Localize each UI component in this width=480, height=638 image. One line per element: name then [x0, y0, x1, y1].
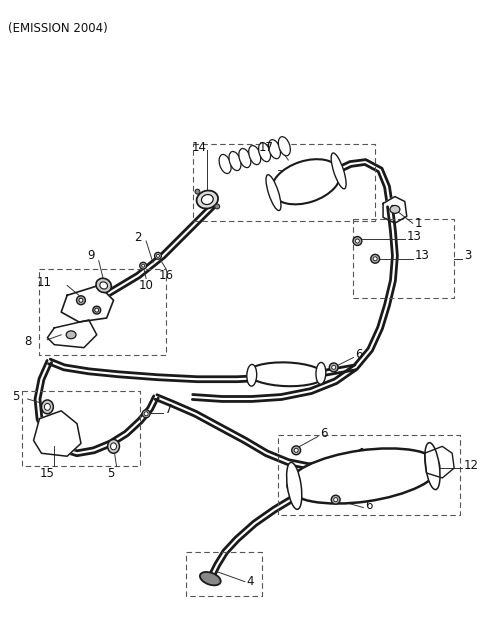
Polygon shape [424, 447, 454, 478]
Text: 13: 13 [407, 230, 421, 242]
Text: 15: 15 [40, 466, 55, 480]
Ellipse shape [108, 440, 120, 453]
Ellipse shape [287, 463, 302, 509]
Text: 1: 1 [415, 217, 422, 230]
Ellipse shape [355, 239, 360, 243]
Polygon shape [34, 411, 81, 456]
Ellipse shape [45, 403, 50, 410]
Text: 8: 8 [24, 335, 32, 348]
Ellipse shape [373, 257, 377, 261]
Ellipse shape [334, 498, 337, 501]
Ellipse shape [66, 331, 76, 339]
Polygon shape [48, 320, 97, 348]
Ellipse shape [142, 410, 150, 418]
Text: 4: 4 [247, 575, 254, 588]
Ellipse shape [353, 237, 362, 246]
Ellipse shape [239, 149, 251, 168]
Ellipse shape [76, 296, 85, 305]
Text: 9: 9 [87, 249, 95, 262]
Ellipse shape [144, 412, 148, 416]
Ellipse shape [93, 306, 101, 314]
Ellipse shape [200, 572, 221, 585]
Text: 2: 2 [134, 230, 142, 244]
Text: 12: 12 [464, 459, 479, 471]
Text: 6: 6 [365, 499, 373, 512]
Text: 17: 17 [259, 141, 274, 154]
Ellipse shape [332, 366, 336, 369]
Text: 10: 10 [139, 279, 154, 292]
Text: 13: 13 [415, 249, 430, 262]
Ellipse shape [95, 308, 99, 312]
Ellipse shape [425, 443, 440, 489]
Text: 16: 16 [158, 269, 173, 282]
Text: 3: 3 [464, 249, 471, 262]
Polygon shape [383, 197, 407, 223]
Text: (EMISSION 2004): (EMISSION 2004) [8, 22, 108, 35]
Ellipse shape [100, 282, 108, 289]
Polygon shape [61, 285, 114, 322]
Text: 6: 6 [320, 427, 327, 440]
Ellipse shape [316, 362, 326, 384]
Ellipse shape [272, 160, 340, 204]
Text: 14: 14 [192, 141, 207, 154]
Ellipse shape [247, 364, 257, 386]
Ellipse shape [331, 495, 340, 504]
Ellipse shape [219, 154, 231, 174]
Ellipse shape [278, 137, 290, 156]
Ellipse shape [288, 449, 439, 503]
Ellipse shape [79, 299, 83, 302]
Ellipse shape [41, 400, 53, 414]
Ellipse shape [268, 140, 280, 159]
Ellipse shape [329, 363, 338, 372]
Ellipse shape [140, 262, 146, 269]
Ellipse shape [202, 195, 213, 205]
Ellipse shape [156, 255, 159, 257]
Ellipse shape [292, 446, 300, 455]
Text: 11: 11 [36, 276, 51, 289]
Text: 6: 6 [355, 348, 363, 361]
Ellipse shape [249, 145, 261, 165]
Ellipse shape [96, 278, 111, 293]
Ellipse shape [331, 153, 346, 189]
Ellipse shape [110, 443, 117, 450]
Ellipse shape [155, 253, 161, 259]
Ellipse shape [266, 175, 281, 211]
Text: 7: 7 [165, 403, 172, 417]
Ellipse shape [215, 204, 220, 209]
Ellipse shape [259, 143, 271, 161]
Ellipse shape [248, 362, 325, 386]
Text: 5: 5 [12, 390, 20, 403]
Ellipse shape [197, 191, 218, 209]
Ellipse shape [294, 449, 298, 452]
Ellipse shape [142, 264, 144, 267]
Ellipse shape [371, 255, 380, 263]
Ellipse shape [229, 151, 241, 170]
Text: 5: 5 [107, 466, 114, 480]
Ellipse shape [390, 205, 400, 213]
Ellipse shape [195, 189, 200, 194]
